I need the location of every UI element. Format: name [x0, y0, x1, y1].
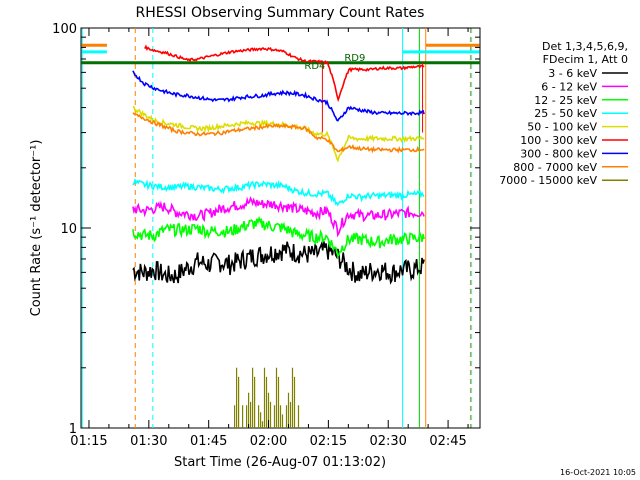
x-tick-label: 01:30 — [130, 434, 167, 449]
legend-label: 6 - 12 keV — [541, 80, 597, 93]
x-tick-label: 01:15 — [70, 434, 107, 449]
attenuator-label-rd9: RD9 — [344, 53, 365, 64]
legend-header-line-2: FDecim 1, Att 0 — [543, 53, 628, 66]
x-tick-label: 02:00 — [250, 434, 287, 449]
x-tick-label: 02:15 — [310, 434, 347, 449]
axis-ticks: 01:15 01:30 01:45 02:00 02:15 02:30 02:45 1 10 10… — [52, 22, 480, 449]
x-axis-label: Start Time (26-Aug-07 01:13:02) — [174, 455, 386, 470]
legend-label: 7000 - 15000 keV — [499, 174, 597, 187]
y-tick-label: 1 — [69, 422, 77, 437]
series-line-7 — [132, 112, 425, 154]
legend-label: 800 - 7000 keV — [513, 161, 597, 174]
legend-header-line-1: Det 1,3,4,5,6,9, — [542, 40, 628, 53]
attenuator-label-rd4: RD4 — [304, 61, 325, 72]
series-line-3 — [132, 177, 425, 207]
series-line-5 — [144, 44, 425, 103]
x-tick-label: 02:30 — [369, 434, 406, 449]
series-line-0 — [132, 240, 425, 285]
legend-label: 300 - 800 keV — [520, 147, 597, 160]
series-line-6 — [132, 70, 425, 122]
legend-label: 100 - 300 keV — [520, 134, 597, 147]
series-line-2 — [132, 215, 425, 259]
series-layer — [132, 44, 425, 428]
y-tick-label: 10 — [60, 222, 77, 237]
legend-label: 12 - 25 keV — [534, 94, 597, 107]
y-tick-label: 100 — [52, 22, 77, 37]
legend-label: 50 - 100 keV — [527, 121, 597, 134]
timestamp: 16-Oct-2021 10:05 — [560, 468, 636, 477]
legend: Det 1,3,4,5,6,9, FDecim 1, Att 0 3 - 6 k… — [499, 40, 628, 187]
series-line-4 — [132, 105, 425, 163]
y-axis-label: Count Rate (s⁻¹ detector⁻¹) — [29, 140, 44, 317]
background-bands — [81, 28, 480, 428]
x-tick-label: 01:45 — [190, 434, 227, 449]
chart-title: RHESSI Observing Summary Count Rates — [136, 5, 425, 21]
legend-label: 25 - 50 keV — [534, 107, 597, 120]
x-tick-label: 02:45 — [429, 434, 466, 449]
series-line-8 — [234, 367, 300, 428]
series-line-1 — [132, 195, 425, 238]
legend-label: 3 - 6 keV — [548, 67, 597, 80]
